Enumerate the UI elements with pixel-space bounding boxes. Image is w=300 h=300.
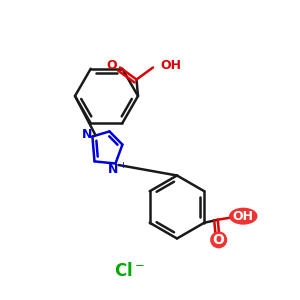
Ellipse shape — [211, 232, 226, 248]
Text: O: O — [106, 58, 117, 72]
Text: $\mathregular{N}^+$: $\mathregular{N}^+$ — [107, 162, 128, 177]
Text: N: N — [82, 128, 92, 141]
Text: Cl$^-$: Cl$^-$ — [114, 262, 144, 280]
Text: OH: OH — [160, 58, 182, 72]
Text: O: O — [213, 233, 225, 247]
Text: OH: OH — [233, 210, 254, 223]
Ellipse shape — [230, 208, 257, 224]
